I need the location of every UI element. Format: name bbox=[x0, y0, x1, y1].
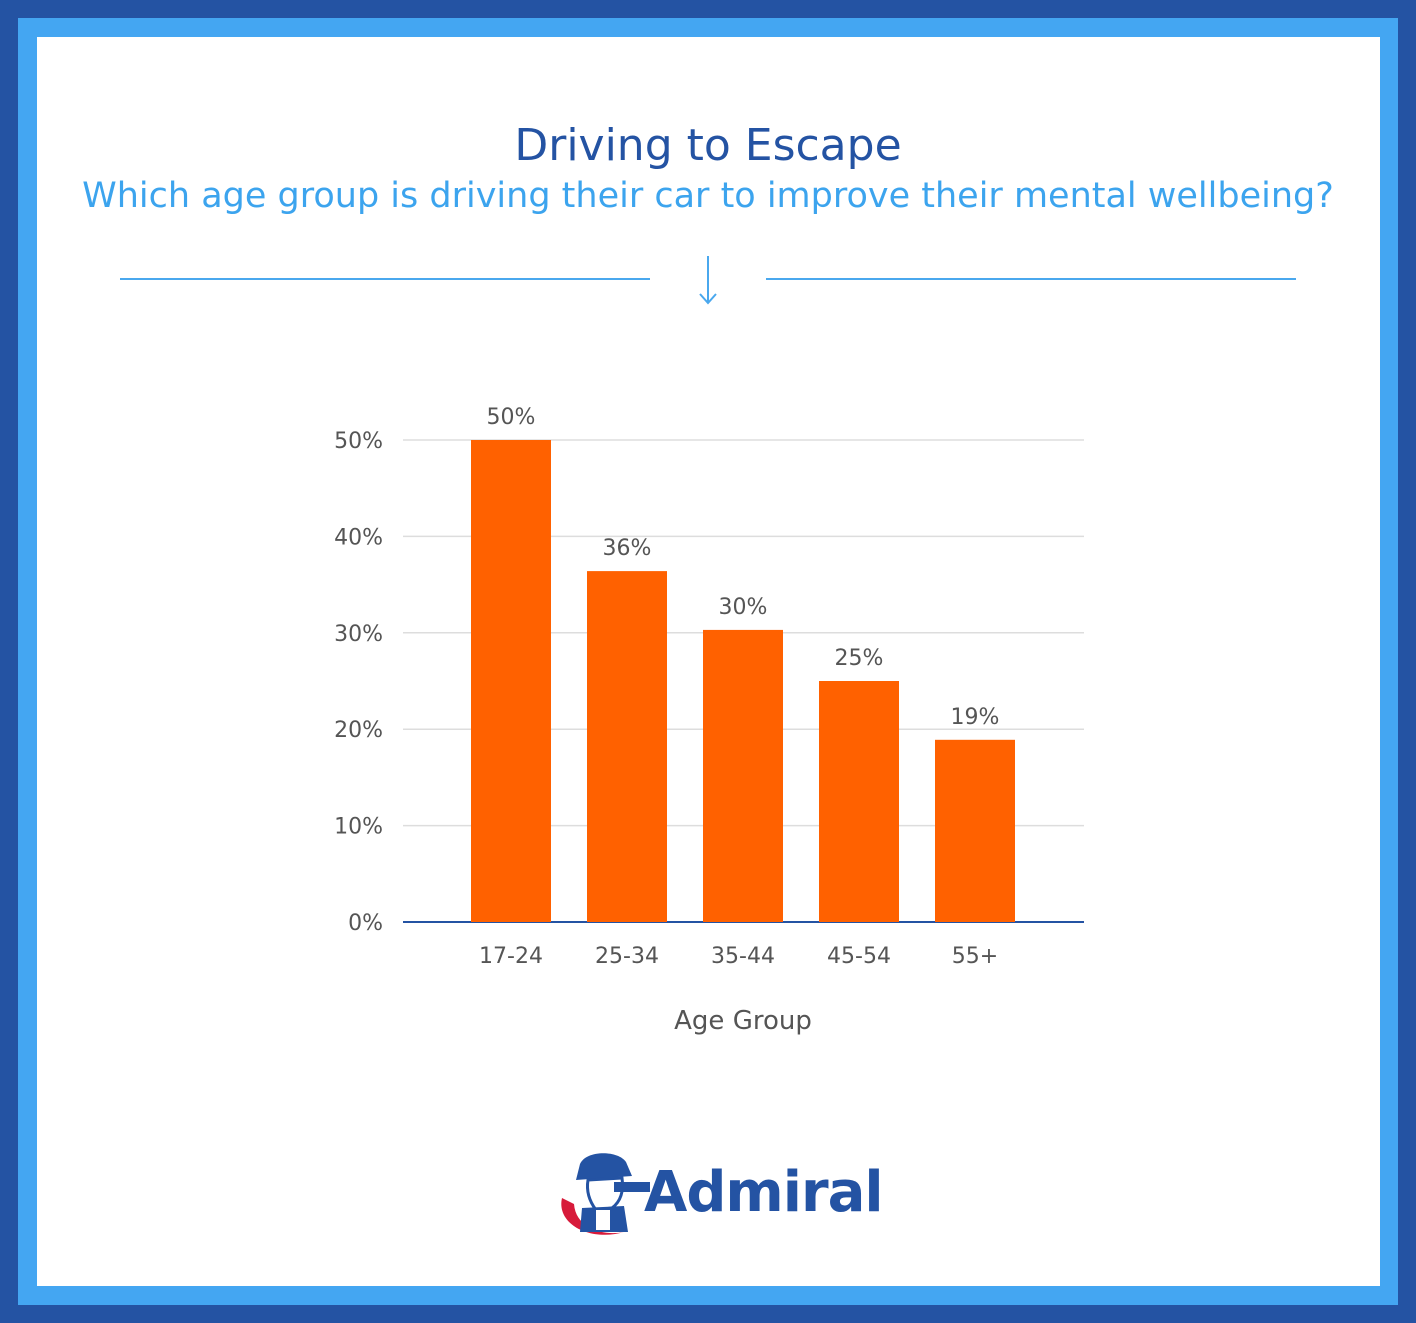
y-tick-label: 20% bbox=[334, 718, 383, 743]
data-label: 30% bbox=[719, 595, 768, 620]
y-tick-label: 30% bbox=[334, 622, 383, 647]
bar bbox=[471, 440, 551, 922]
x-tick-label: 25-34 bbox=[595, 944, 659, 969]
x-tick-label: 35-44 bbox=[711, 944, 775, 969]
bar bbox=[819, 681, 899, 922]
divider-right bbox=[766, 278, 1296, 280]
y-tick-label: 10% bbox=[334, 815, 383, 840]
page-subtitle: Which age group is driving their car to … bbox=[82, 176, 1334, 216]
y-tick-label: 50% bbox=[334, 429, 383, 454]
y-tick-label: 0% bbox=[348, 911, 383, 936]
y-tick-label: 40% bbox=[334, 525, 383, 550]
data-label: 25% bbox=[835, 646, 884, 671]
admiral-logo: Admiral bbox=[552, 1146, 884, 1246]
page-title: Driving to Escape bbox=[514, 120, 902, 171]
bar bbox=[703, 629, 783, 922]
labels: 0% 10% 20% 30% 40% 50% 50% 17-24 36% 25-34 30% 35-4… bbox=[334, 405, 999, 969]
x-tick-label: 45-54 bbox=[827, 944, 891, 969]
x-tick-label: 17-24 bbox=[479, 944, 543, 969]
data-label: 19% bbox=[951, 705, 1000, 730]
bars bbox=[471, 440, 1015, 922]
arrow-down-icon bbox=[699, 256, 717, 305]
data-label: 50% bbox=[487, 405, 536, 430]
x-tick-label: 55+ bbox=[952, 944, 998, 969]
bar bbox=[935, 739, 1015, 922]
data-label: 36% bbox=[603, 536, 652, 561]
divider-left bbox=[120, 278, 650, 280]
admiral-logo-text: Admiral bbox=[644, 1160, 884, 1225]
bar bbox=[587, 571, 667, 922]
x-axis-title: Age Group bbox=[674, 1006, 812, 1036]
admiral-mascot-icon bbox=[561, 1153, 650, 1235]
